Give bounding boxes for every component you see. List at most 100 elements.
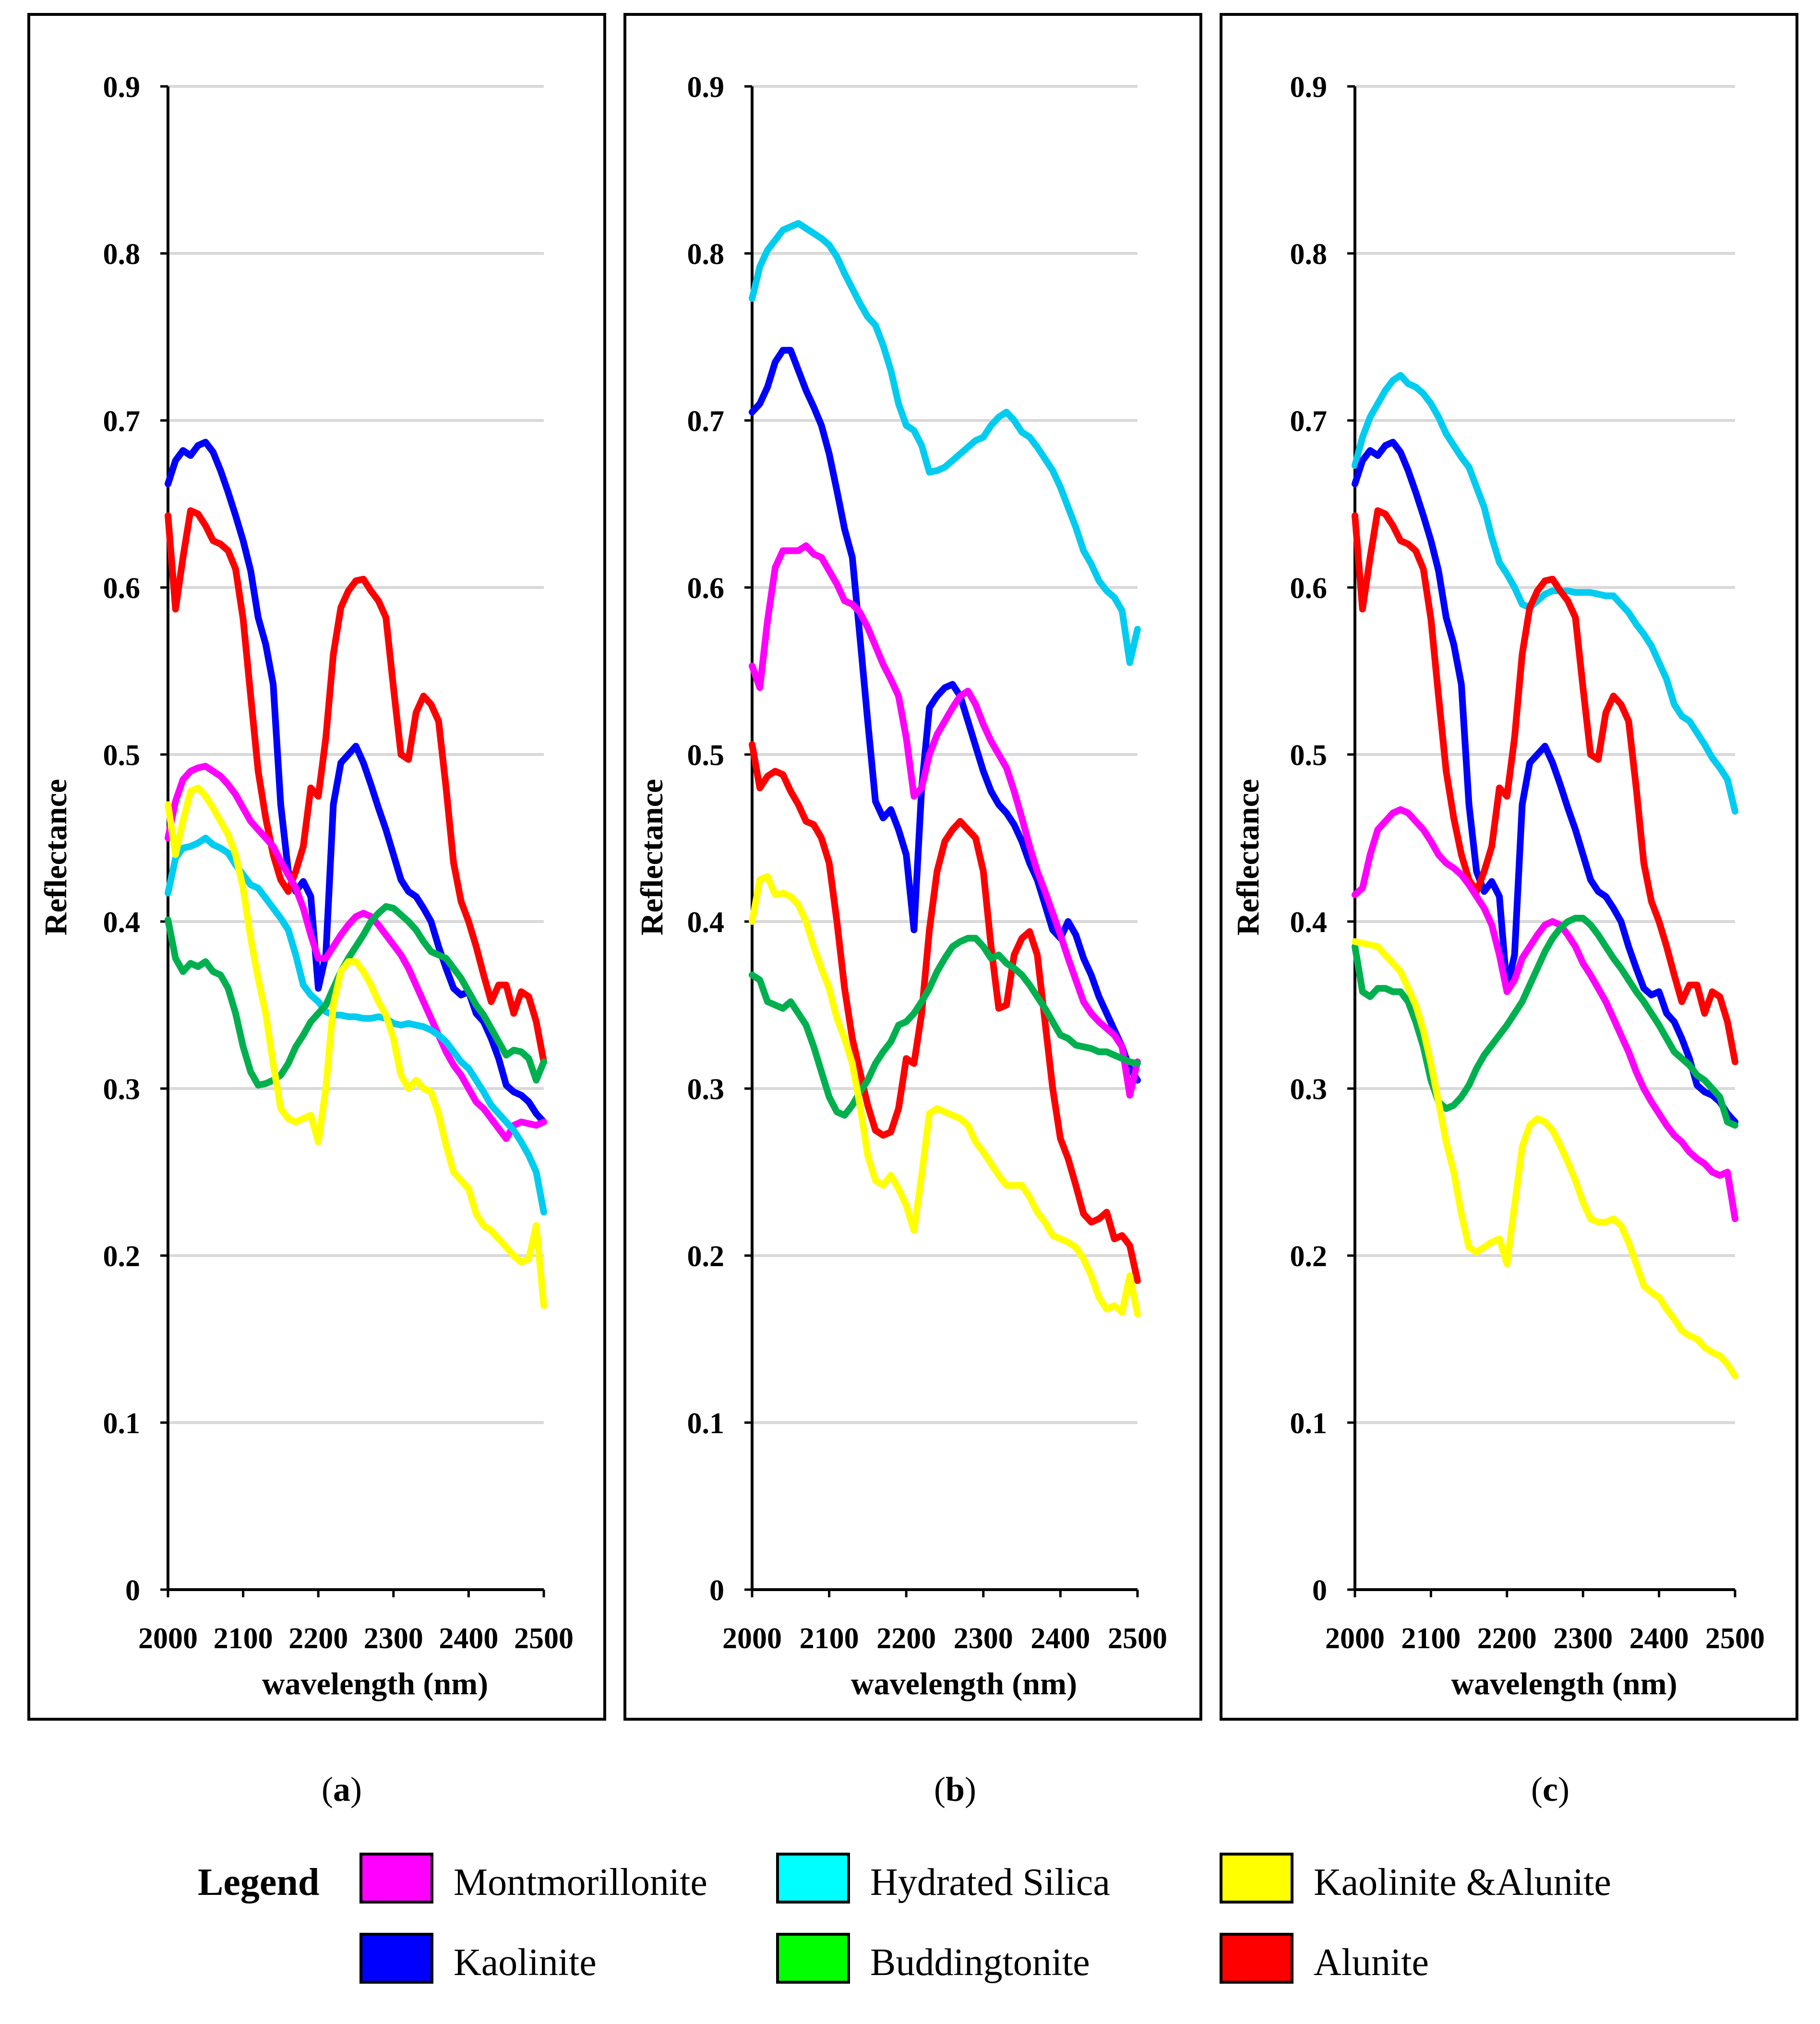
panel-frame xyxy=(1220,13,1798,1721)
y-tick-label: 0.7 xyxy=(1290,405,1328,438)
series-line-hydrated-silica xyxy=(165,835,547,1216)
chart-panels: 0 0.1 0.2 0.3 0.4 0.5 0.6 0.7 0.8 0.9 2000 2100 2200… xyxy=(27,13,1798,1808)
legend-label: Hydrated Silica xyxy=(870,1861,1110,1904)
series-line-kaolinite xyxy=(1352,439,1738,1126)
x-tick-label: 2300 xyxy=(364,1622,423,1655)
y-tick-label: 0.1 xyxy=(687,1407,725,1440)
y-tick-label: 0.3 xyxy=(1290,1073,1328,1106)
x-tick-label: 2000 xyxy=(138,1622,198,1655)
y-tick-label: 0.8 xyxy=(1290,238,1328,271)
y-tick-label: 0.4 xyxy=(687,906,725,939)
y-axis-title: Reflectance xyxy=(38,779,73,935)
series-line-montmorillonite xyxy=(1352,806,1738,1222)
legend-item: Montmorillonite xyxy=(359,1853,707,1904)
x-tick-label: 2200 xyxy=(288,1622,348,1655)
y-tick-label: 0.9 xyxy=(687,71,725,104)
y-tick-label: 0 xyxy=(709,1574,724,1607)
series-line-alunite xyxy=(1352,507,1738,1066)
y-tick-label: 0.5 xyxy=(1290,739,1328,772)
series-line-buddingtonite xyxy=(165,903,547,1089)
legend-swatch xyxy=(359,1933,433,1984)
chart-panel-b: 0 0.1 0.2 0.3 0.4 0.5 0.6 0.7 0.8 0.9 2000 2100 2200… xyxy=(623,13,1202,1808)
y-tick-label: 0 xyxy=(1312,1574,1327,1607)
x-axis-title: wavelength (nm) xyxy=(262,1666,488,1701)
x-tick-label: 2400 xyxy=(1030,1622,1090,1655)
x-tick-label: 2100 xyxy=(214,1622,273,1655)
x-tick-label: 2500 xyxy=(1108,1622,1167,1655)
y-tick-label: 0.7 xyxy=(687,405,725,438)
x-tick-label: 2300 xyxy=(1553,1622,1613,1655)
legend-label: Kaolinite &Alunite xyxy=(1314,1861,1611,1904)
legend-item: Buddingtonite xyxy=(776,1933,1090,1984)
x-tick-label: 2500 xyxy=(1705,1622,1765,1655)
panel-caption: (c) xyxy=(1531,1770,1569,1808)
legend-swatch xyxy=(1220,1933,1293,1984)
y-axis-title: Reflectance xyxy=(1231,779,1266,935)
x-tick-label: 2400 xyxy=(1629,1622,1689,1655)
x-tick-label: 2200 xyxy=(876,1622,936,1655)
y-tick-label: 0.5 xyxy=(103,739,141,772)
series-line-kaolinite-alunite xyxy=(749,873,1141,1317)
y-tick-label: 0.8 xyxy=(687,238,725,271)
legend-label: Alunite xyxy=(1314,1941,1429,1984)
series-line-buddingtonite xyxy=(1352,915,1738,1129)
series-line-kaolinite-alunite xyxy=(165,784,547,1309)
y-tick-label: 0.7 xyxy=(103,405,141,438)
x-tick-label: 2000 xyxy=(722,1622,782,1655)
y-tick-label: 0 xyxy=(125,1574,140,1607)
legend-label: Buddingtonite xyxy=(870,1941,1090,1984)
series-line-kaolinite-alunite xyxy=(1352,938,1738,1379)
x-tick-label: 2300 xyxy=(954,1622,1013,1655)
series-line-kaolinite xyxy=(165,439,547,1126)
y-tick-label: 0.3 xyxy=(103,1073,141,1106)
x-tick-label: 2200 xyxy=(1477,1622,1537,1655)
panel-caption: (a) xyxy=(322,1770,362,1808)
series-line-hydrated-silica xyxy=(749,220,1141,666)
x-tick-label: 2100 xyxy=(1401,1622,1461,1655)
y-tick-label: 0.6 xyxy=(1290,572,1328,605)
legend-swatch xyxy=(776,1853,850,1904)
legend-item: Kaolinite xyxy=(359,1933,597,1984)
y-tick-label: 0.6 xyxy=(687,572,725,605)
y-tick-label: 0.3 xyxy=(687,1073,725,1106)
series-line-kaolinite xyxy=(749,347,1141,1084)
legend-item: Hydrated Silica xyxy=(776,1853,1110,1904)
y-tick-label: 0.2 xyxy=(103,1240,141,1273)
y-tick-label: 0.6 xyxy=(103,572,141,605)
y-tick-label: 0.9 xyxy=(103,71,141,104)
y-tick-label: 0.5 xyxy=(687,739,725,772)
x-tick-label: 2000 xyxy=(1325,1622,1385,1655)
legend-item: Kaolinite &Alunite xyxy=(1220,1853,1611,1904)
y-tick-label: 0.2 xyxy=(1290,1240,1328,1273)
y-tick-label: 0.4 xyxy=(103,906,141,939)
y-tick-label: 0.1 xyxy=(1290,1407,1328,1440)
series-line-montmorillonite xyxy=(749,542,1141,1099)
chart-panel-a: 0 0.1 0.2 0.3 0.4 0.5 0.6 0.7 0.8 0.9 2000 2100 2200… xyxy=(27,13,606,1808)
legend-label: Kaolinite xyxy=(454,1941,597,1984)
y-tick-label: 0.1 xyxy=(103,1407,141,1440)
y-axis-title: Reflectance xyxy=(635,779,670,935)
legend-item: Alunite xyxy=(1220,1933,1429,1984)
series-line-hydrated-silica xyxy=(1352,372,1738,815)
x-tick-label: 2400 xyxy=(439,1622,498,1655)
legend: Legend Montmorillonite Hydrated Silica Kao… xyxy=(198,1853,1611,1984)
legend-swatch xyxy=(1220,1853,1293,1904)
legend-title: Legend xyxy=(198,1861,319,1904)
y-tick-label: 0.2 xyxy=(687,1240,725,1273)
y-tick-label: 0.4 xyxy=(1290,906,1328,939)
y-tick-label: 0.8 xyxy=(103,238,141,271)
x-axis-title: wavelength (nm) xyxy=(851,1666,1077,1701)
x-tick-label: 2500 xyxy=(514,1622,574,1655)
panel-frame xyxy=(27,13,606,1721)
series-line-alunite xyxy=(165,507,547,1066)
legend-swatch xyxy=(359,1853,433,1904)
y-tick-label: 0.9 xyxy=(1290,71,1328,104)
panel-frame xyxy=(623,13,1202,1721)
x-tick-label: 2100 xyxy=(800,1622,859,1655)
legend-label: Montmorillonite xyxy=(454,1861,707,1904)
x-axis-title: wavelength (nm) xyxy=(1451,1666,1677,1701)
series-line-alunite xyxy=(749,741,1141,1284)
panel-caption: (b) xyxy=(934,1770,976,1808)
chart-panel-c: 0 0.1 0.2 0.3 0.4 0.5 0.6 0.7 0.8 0.9 2000 2100 2200… xyxy=(1220,13,1798,1808)
